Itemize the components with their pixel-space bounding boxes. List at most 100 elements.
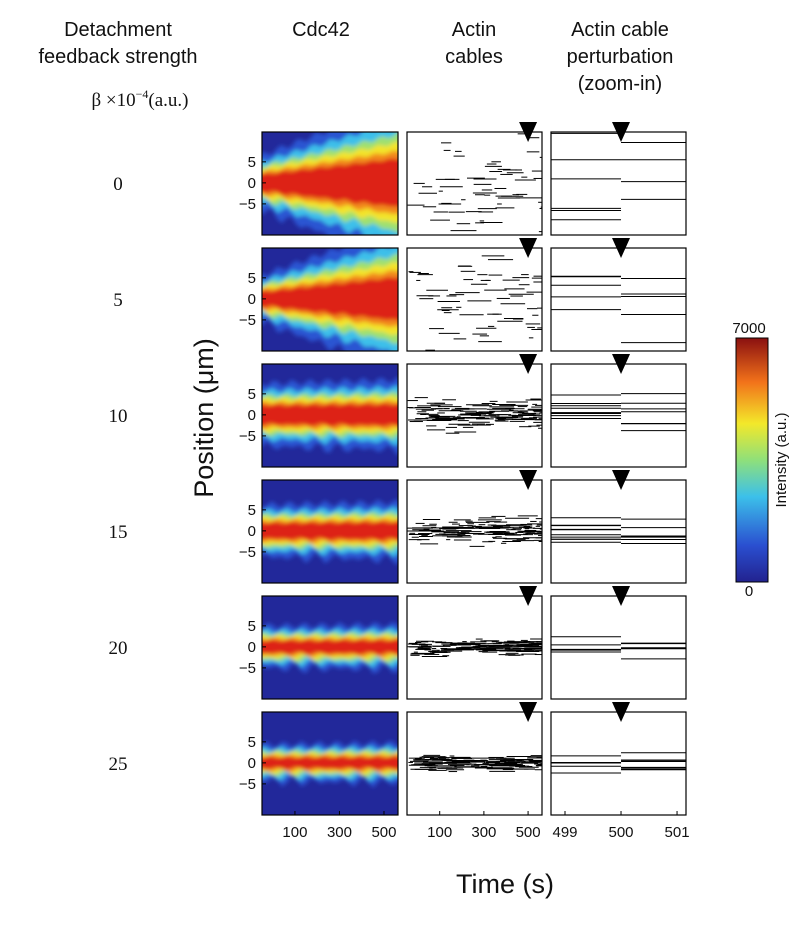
perturbation-arrow xyxy=(519,586,538,606)
heatmap xyxy=(262,499,398,565)
panel xyxy=(407,596,542,699)
y-tick-label: −5 xyxy=(239,544,256,561)
heatmap-band xyxy=(262,756,398,771)
heatmap-band xyxy=(262,521,398,541)
panel-frame xyxy=(406,711,543,816)
beta-base: β ×10 xyxy=(91,90,135,111)
column-header: cables xyxy=(445,46,503,68)
column-header: Cdc42 xyxy=(292,19,350,41)
colorbar-tick-label: 7000 xyxy=(732,320,765,337)
heatmap xyxy=(262,377,398,456)
panel xyxy=(551,364,686,467)
heatmap xyxy=(262,132,398,235)
panel-frame xyxy=(406,595,543,700)
perturbation-arrow xyxy=(612,354,631,374)
y-tick-label: 0 xyxy=(248,523,256,540)
panel-frame xyxy=(261,363,399,468)
column-header: feedback strength xyxy=(39,46,198,68)
perturbation-arrow xyxy=(519,122,538,142)
x-axis-label: Time (s) xyxy=(456,869,554,899)
panel-bg xyxy=(551,480,686,583)
row-label: 25 xyxy=(109,754,128,775)
panel-frame xyxy=(261,595,399,700)
panel xyxy=(407,480,542,583)
y-tick-label: 0 xyxy=(248,755,256,772)
y-tick-label: 0 xyxy=(248,407,256,424)
panel xyxy=(407,364,542,467)
y-axis-label: Position (μm) xyxy=(189,338,219,498)
row-label: 20 xyxy=(109,638,128,659)
perturbation-arrow xyxy=(612,238,631,258)
x-tick-label: 300 xyxy=(471,824,496,841)
y-tick-label: −5 xyxy=(239,196,256,213)
heatmap xyxy=(262,740,398,788)
y-tick-label: 0 xyxy=(248,175,256,192)
x-tick-label: 100 xyxy=(427,824,452,841)
x-tick-label: 300 xyxy=(327,824,352,841)
panel-bg xyxy=(551,132,686,235)
y-tick-label: 5 xyxy=(248,734,256,751)
x-tick-label: 500 xyxy=(609,824,634,841)
panel xyxy=(262,364,398,467)
panel-frame xyxy=(406,131,543,236)
panel xyxy=(262,248,398,351)
panel xyxy=(551,596,686,699)
heatmap-band xyxy=(262,277,398,321)
perturbation-arrow xyxy=(519,354,538,374)
y-tick-label: −5 xyxy=(239,776,256,793)
column-header: Detachment xyxy=(64,19,172,41)
panel xyxy=(551,132,686,235)
panel-bg xyxy=(407,248,542,351)
y-tick-label: 5 xyxy=(248,386,256,403)
beta-unit: (a.u.) xyxy=(148,90,188,111)
x-tick-label: 501 xyxy=(665,824,690,841)
perturbation-arrow xyxy=(612,470,631,490)
row-label: 5 xyxy=(113,290,123,311)
panel-frame xyxy=(406,363,543,468)
y-tick-label: 0 xyxy=(248,291,256,308)
y-tick-label: −5 xyxy=(239,312,256,329)
row-label: 0 xyxy=(113,174,123,195)
x-tick-label: 500 xyxy=(516,824,541,841)
panel xyxy=(407,248,542,351)
colorbar-label: Intensity (a.u.) xyxy=(773,412,790,507)
panel-frame xyxy=(261,131,399,236)
panel-bg xyxy=(551,248,686,351)
y-tick-label: −5 xyxy=(239,428,256,445)
row-label: 15 xyxy=(109,522,128,543)
row-label: 10 xyxy=(109,406,128,427)
panel xyxy=(551,480,686,583)
heatmap xyxy=(262,248,398,351)
x-tick-label: 500 xyxy=(371,824,396,841)
colorbar xyxy=(735,337,769,583)
x-tick-label: 100 xyxy=(282,824,307,841)
heatmap-band xyxy=(262,403,398,427)
colorbar-tick-label: 0 xyxy=(745,583,753,600)
panel xyxy=(407,712,542,815)
panel xyxy=(407,132,542,235)
beta-exponent: −4 xyxy=(136,87,149,101)
beta-label: β ×10−4(a.u.) xyxy=(91,87,188,111)
panel xyxy=(262,480,398,583)
column-header: Actin xyxy=(452,19,496,41)
y-tick-label: 5 xyxy=(248,618,256,635)
column-header: (zoom-in) xyxy=(578,73,662,95)
column-header: Actin cable xyxy=(571,19,669,41)
panel-frame xyxy=(261,247,399,352)
perturbation-arrow xyxy=(612,122,631,142)
y-tick-label: 5 xyxy=(248,270,256,287)
perturbation-arrow xyxy=(612,702,631,722)
x-tick-label: 499 xyxy=(552,824,577,841)
panel xyxy=(551,712,686,815)
column-header: perturbation xyxy=(567,46,674,68)
panel xyxy=(551,248,686,351)
heatmap-band xyxy=(262,158,398,207)
y-tick-label: −5 xyxy=(239,660,256,677)
heatmap-band xyxy=(262,639,398,656)
panel-bg xyxy=(407,132,542,235)
panel-frame xyxy=(261,711,399,816)
panel xyxy=(262,596,398,699)
y-tick-label: 5 xyxy=(248,154,256,171)
y-tick-label: 5 xyxy=(248,502,256,519)
